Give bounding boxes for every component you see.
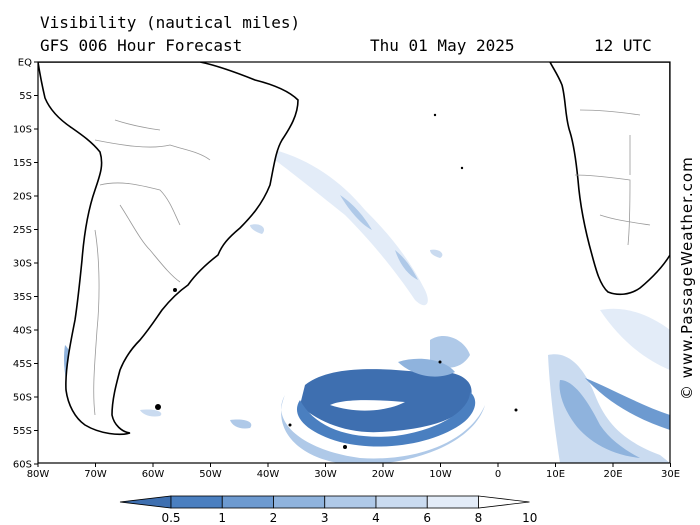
lat-label-15s: 15S — [13, 158, 32, 169]
lat-label-50s: 50S — [13, 393, 32, 404]
lon-label-70w: 70W — [84, 469, 107, 480]
map-area — [38, 62, 670, 463]
lon-label-80w: 80W — [27, 469, 50, 480]
lon-label-50w: 50W — [199, 469, 222, 480]
lat-label-55s: 55S — [13, 426, 32, 437]
legend-label-7: 10 — [522, 511, 537, 525]
legend-segment-2 — [221, 495, 274, 509]
lon-label-10w: 10W — [429, 469, 452, 480]
credit-text: © www.PassageWeather.com — [678, 156, 696, 400]
legend-segment-5 — [375, 495, 428, 509]
lat-label-10s: 10S — [13, 125, 32, 136]
lat-label-35s: 35S — [13, 292, 32, 303]
lat-label-45s: 45S — [13, 359, 32, 370]
lon-label-20e: 20E — [603, 469, 622, 480]
lat-label-30s: 30S — [13, 259, 32, 270]
legend-label-6: 8 — [475, 511, 483, 525]
forecast-label: GFS 006 Hour Forecast — [40, 36, 243, 55]
visibility-legend: 0.5 1 2 3 4 6 8 10 — [119, 495, 537, 525]
legend-label-0: 0.5 — [161, 511, 180, 525]
islands — [155, 113, 518, 449]
legend-label-5: 6 — [423, 511, 431, 525]
country-borders — [93, 109, 651, 416]
legend-segment-7 — [478, 495, 530, 509]
lon-label-60w: 60W — [142, 469, 165, 480]
longitude-axis: 80W 70W 60W 50W 40W 30W 20W 10W 0 10E 20E 30E — [27, 463, 680, 480]
forecast-time: 12 UTC — [594, 36, 652, 55]
legend-segment-1 — [170, 495, 223, 509]
lon-label-30w: 30W — [314, 469, 337, 480]
forecast-date: Thu 01 May 2025 — [370, 36, 515, 55]
lon-label-10e: 10E — [546, 469, 565, 480]
africa-landmass — [549, 62, 670, 296]
latitude-axis: EQ 5S 10S 15S 20S 25S 30S 35S 40S 45S 50S 55S 60S — [13, 58, 38, 471]
legend-segment-0 — [119, 495, 172, 509]
lat-label-40s: 40S — [13, 326, 32, 337]
visibility-patches — [63, 100, 670, 463]
lon-label-30e: 30E — [661, 469, 680, 480]
lat-label-eq: EQ — [18, 58, 32, 69]
lon-label-20w: 20W — [372, 469, 395, 480]
legend-label-4: 4 — [372, 511, 380, 525]
lat-label-5s: 5S — [19, 91, 32, 102]
legend-segment-6 — [426, 495, 479, 509]
lat-label-60s: 60S — [13, 460, 32, 471]
legend-label-1: 1 — [218, 511, 226, 525]
legend-segment-4 — [324, 495, 377, 509]
lat-label-20s: 20S — [13, 192, 32, 203]
lon-label-0: 0 — [495, 469, 501, 480]
legend-label-3: 3 — [321, 511, 329, 525]
south-america-landmass — [38, 62, 299, 436]
lat-label-25s: 25S — [13, 225, 32, 236]
chart-title: Visibility (nautical miles) — [40, 13, 301, 32]
lon-label-40w: 40W — [257, 469, 280, 480]
legend-segment-3 — [273, 495, 326, 509]
legend-label-2: 2 — [270, 511, 278, 525]
